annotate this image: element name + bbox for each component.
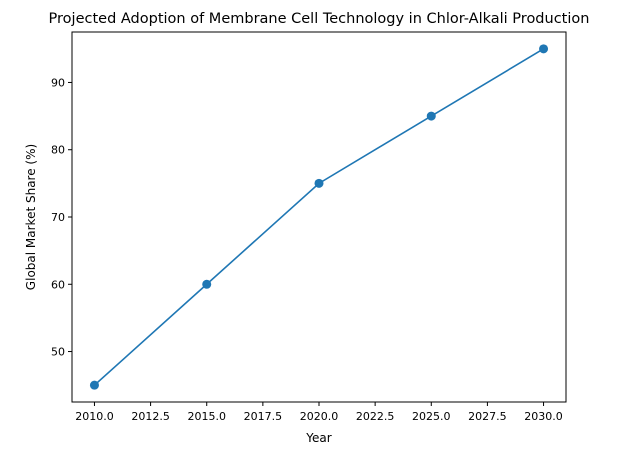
x-tick-label: 2030.0 — [524, 410, 563, 423]
y-axis-label: Global Market Share (%) — [24, 144, 38, 290]
y-tick-label: 50 — [51, 346, 65, 359]
data-point — [426, 111, 436, 121]
data-point — [202, 279, 212, 289]
x-tick-label: 2020.0 — [300, 410, 339, 423]
x-tick-label: 2027.5 — [468, 410, 507, 423]
x-tick-label: 2012.5 — [131, 410, 170, 423]
plot-frame — [71, 31, 567, 403]
data-point — [89, 380, 99, 390]
series-line — [93, 48, 544, 386]
x-axis-label: Year — [305, 431, 331, 445]
y-tick-label: 90 — [51, 76, 65, 89]
x-tick-label: 2025.0 — [412, 410, 451, 423]
x-tick-label: 2015.0 — [187, 410, 226, 423]
x-tick-label: 2010.0 — [75, 410, 114, 423]
x-tick-label: 2022.5 — [356, 410, 395, 423]
data-point — [314, 178, 324, 188]
data-point — [539, 44, 549, 54]
y-tick-label: 60 — [51, 278, 65, 291]
chart-title: Projected Adoption of Membrane Cell Tech… — [49, 11, 590, 27]
y-tick-label: 80 — [51, 144, 65, 157]
x-tick-label: 2017.5 — [244, 410, 283, 423]
y-tick-label: 70 — [51, 211, 65, 224]
